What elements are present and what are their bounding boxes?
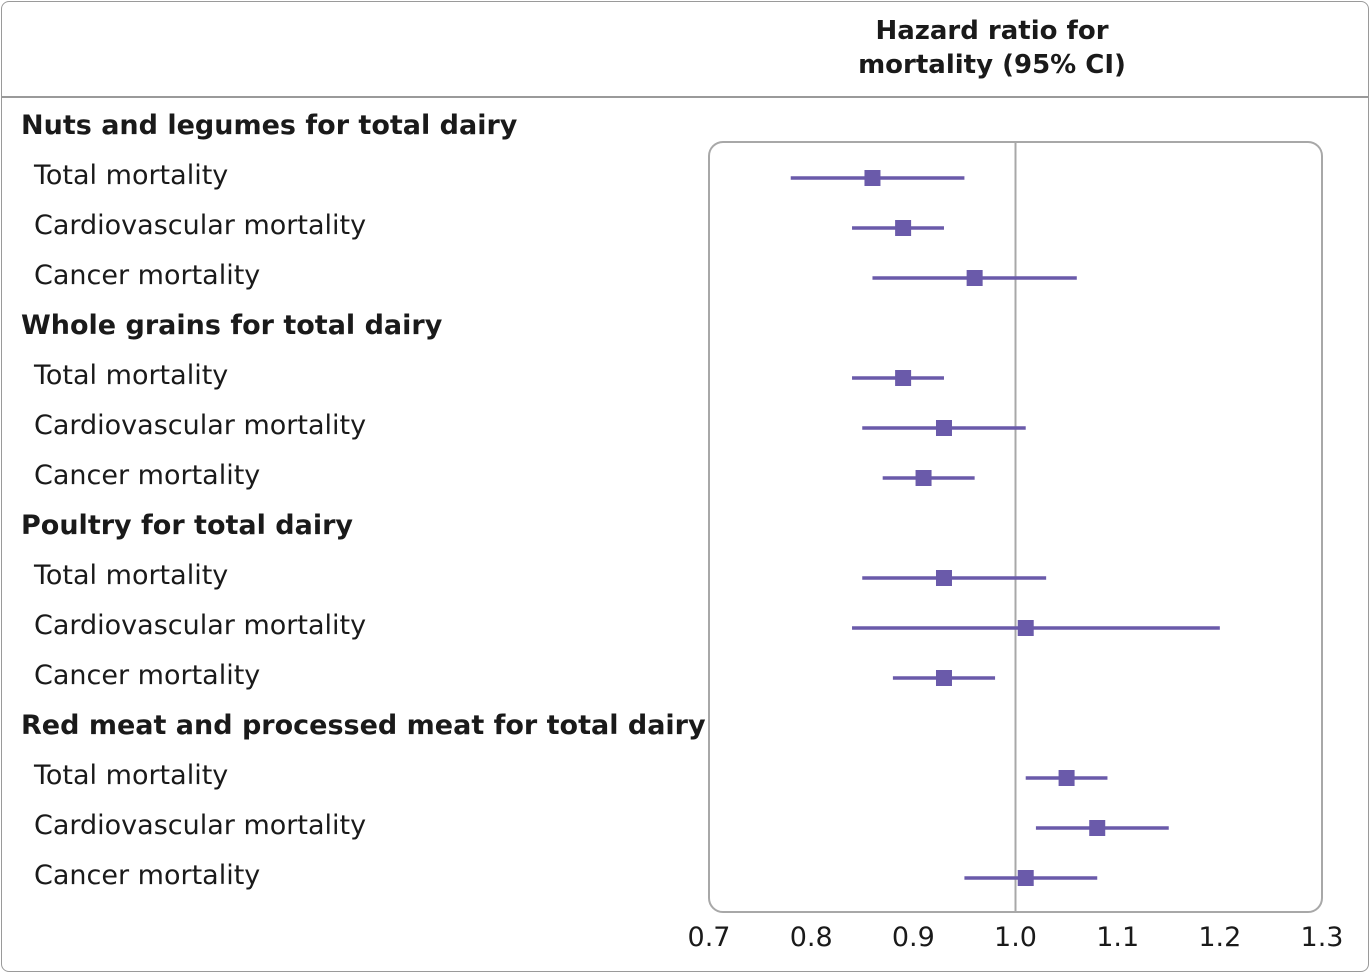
row-label: Total mortality — [34, 360, 229, 391]
row-label: Cardiovascular mortality — [34, 610, 367, 641]
row-label: Cardiovascular mortality — [34, 410, 367, 441]
row-label: Total mortality — [34, 160, 229, 191]
row-label: Cardiovascular mortality — [34, 210, 367, 241]
row-label: Cancer mortality — [34, 860, 261, 891]
hr-point — [935, 570, 952, 586]
header-divider — [1, 96, 1369, 98]
hr-point — [1017, 870, 1034, 886]
hr-point — [966, 270, 983, 286]
x-tick-label: 1.3 — [1301, 922, 1344, 953]
row-label: Total mortality — [34, 560, 229, 591]
x-tick-label: 1.2 — [1198, 922, 1241, 953]
axis-title-line-2: mortality (95% CI) — [858, 50, 1126, 80]
hr-point — [1089, 820, 1106, 836]
axis-title: Hazard ratio for mortality (95% CI) — [792, 14, 1192, 82]
row-label: Total mortality — [34, 760, 229, 791]
x-tick-label: 0.8 — [790, 922, 833, 953]
hr-point — [935, 670, 952, 686]
group-label: Whole grains for total dairy — [21, 310, 443, 341]
hr-point — [915, 470, 932, 486]
x-tick-label: 1.1 — [1096, 922, 1139, 953]
hr-point — [1017, 620, 1034, 636]
group-label: Nuts and legumes for total dairy — [21, 110, 518, 141]
hr-point — [1058, 770, 1075, 786]
row-label: Cancer mortality — [34, 660, 261, 691]
hr-point — [935, 420, 952, 436]
row-label: Cancer mortality — [34, 460, 261, 491]
row-label: Cancer mortality — [34, 260, 261, 291]
group-label: Red meat and processed meat for total da… — [21, 710, 706, 741]
hr-point — [895, 370, 912, 386]
x-tick-label: 0.7 — [688, 922, 731, 953]
hr-point — [895, 220, 912, 236]
x-tick-label: 0.9 — [892, 922, 935, 953]
axis-title-line-1: Hazard ratio for — [875, 16, 1109, 46]
group-label: Poultry for total dairy — [21, 510, 354, 541]
row-label: Cardiovascular mortality — [34, 810, 367, 841]
x-tick-label: 1.0 — [994, 922, 1037, 953]
hr-point — [864, 170, 881, 186]
